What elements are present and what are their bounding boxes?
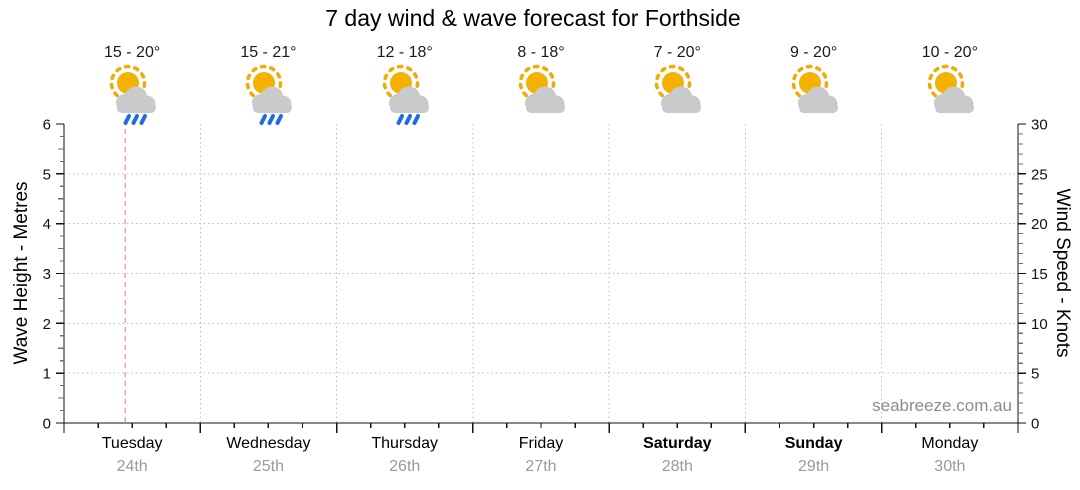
svg-text:15: 15 [1031,266,1048,283]
forecast-day-column: 15 - 20° Tuesday 24th [62,0,202,490]
forecast-day-column: 12 - 18° Thursday 26th [335,0,475,490]
svg-text:0: 0 [1031,416,1039,433]
cloud-icon [661,86,702,113]
svg-text:0: 0 [43,416,51,433]
day-name: Sunday [784,435,843,452]
rain-icon [396,114,420,125]
temperature-range: 7 - 20° [653,44,701,61]
cloud-icon [933,86,974,113]
temperature-range: 8 - 18° [517,44,565,61]
svg-text:1: 1 [43,366,51,383]
left-axis-label: Wave Height - Metres [11,181,32,365]
svg-text:6: 6 [43,117,51,134]
day-date: 26th [389,458,421,475]
svg-text:20: 20 [1031,216,1048,233]
day-name: Tuesday [101,435,163,452]
svg-text:2: 2 [43,316,51,333]
day-date: 25th [252,458,284,475]
cloud-icon [388,86,429,113]
svg-text:25: 25 [1031,166,1048,183]
day-name: Wednesday [226,435,311,452]
svg-text:5: 5 [1031,366,1039,383]
weather-icon [791,64,838,113]
temperature-range: 15 - 20° [104,44,161,61]
temperature-range: 9 - 20° [789,44,838,61]
svg-text:4: 4 [43,216,51,233]
weather-icon [518,64,565,113]
day-name: Thursday [371,435,439,452]
rain-icon [259,114,284,125]
cloud-icon [252,86,293,113]
day-name: Monday [921,435,979,452]
svg-text:30: 30 [1031,117,1048,134]
forecast-day-column: 8 - 18° Friday 27th [471,0,611,490]
forecast-day-column: 7 - 20° Saturday 28th [607,0,747,490]
chart-title: 7 day wind & wave forecast for Forthside [325,5,741,31]
temperature-range: 10 - 20° [921,44,978,61]
day-date: 24th [116,458,148,475]
weather-icon [246,64,293,125]
day-date: 29th [798,458,830,475]
weather-icon [109,64,157,125]
temperature-range: 15 - 21° [240,44,297,61]
weather-icon [382,64,429,125]
day-date: 30th [934,458,966,475]
svg-text:5: 5 [43,166,51,183]
rain-icon [123,114,148,125]
day-name: Friday [518,435,564,452]
weather-icon [654,64,702,113]
cloud-icon [797,86,838,113]
day-name: Saturday [643,435,712,452]
watermark-seabreeze: seabreeze.com.au [872,396,1012,415]
svg-text:3: 3 [43,266,51,283]
forecast-day-column: 15 - 21° Wednesday 25th [198,0,338,490]
forecast-day-column: 10 - 20° Monday 30th [880,0,1020,490]
cloud-icon [116,86,157,113]
temperature-range: 12 - 18° [376,44,433,61]
day-date: 27th [525,458,557,475]
weather-icon [927,64,974,113]
cloud-icon [525,86,565,113]
svg-text:10: 10 [1031,316,1048,333]
right-axis-label: Wind Speed - Knots [1052,188,1073,358]
forecast-day-column: 9 - 20° Sunday 29th [744,0,884,490]
day-date: 28th [661,458,693,475]
